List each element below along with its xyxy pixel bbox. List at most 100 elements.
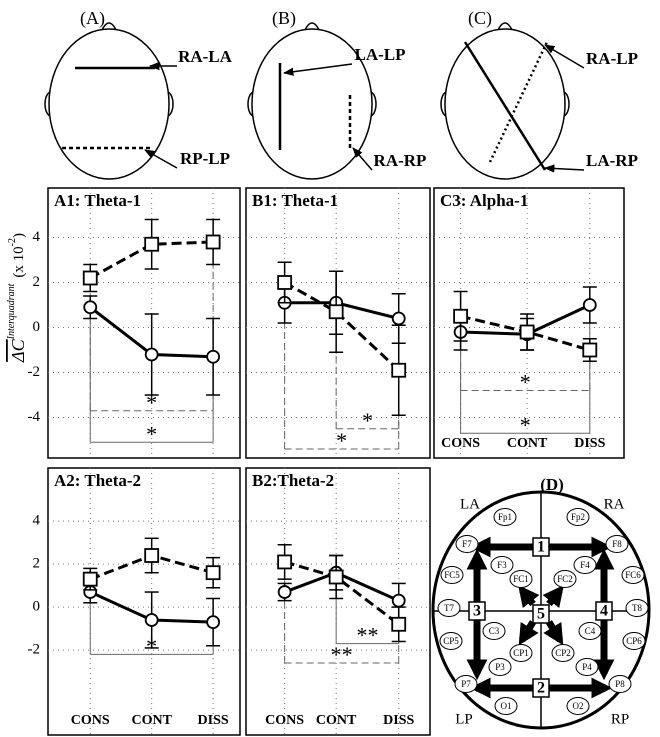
chart-title: C3: Alpha-1 — [440, 191, 528, 210]
quadrant-label: RP — [611, 711, 629, 727]
panel-label: (C) — [468, 8, 492, 29]
significance-label: * — [362, 408, 373, 433]
y-tick-label: 2 — [33, 274, 41, 290]
y-tick-label: 0 — [33, 319, 41, 335]
marker — [145, 549, 158, 562]
y-axis-label: ΔCInterquadrant(x 10-2) — [6, 233, 28, 363]
marker — [330, 570, 343, 583]
x-tick-label: DISS — [198, 713, 229, 728]
marker — [330, 305, 343, 318]
marker — [145, 238, 158, 251]
marker — [278, 276, 291, 289]
panel-label: (A) — [80, 8, 105, 29]
marker — [392, 364, 405, 377]
head-diagrams — [45, 23, 569, 179]
x-tick-label: DISS — [383, 713, 414, 728]
chart-title: A2: Theta-2 — [54, 471, 141, 490]
pair-label: LA-LP — [355, 45, 406, 64]
panel-label: (B) — [272, 8, 296, 29]
panel-label: (D) — [540, 475, 564, 494]
electrode-label: FC6 — [625, 570, 641, 580]
electrode-label: F8 — [612, 539, 622, 549]
significance-label: * — [336, 428, 347, 453]
electrode-label: F4 — [580, 560, 590, 570]
pointer-arrow — [353, 148, 372, 170]
electrode-label: P3 — [495, 662, 505, 672]
y-axis-label-part: ) — [11, 233, 27, 238]
marker — [521, 326, 534, 339]
electrode-label: O1 — [501, 701, 512, 711]
significance-label: ** — [356, 623, 378, 648]
marker — [84, 301, 96, 313]
marker — [279, 586, 291, 598]
pair-label: RP-LP — [180, 149, 230, 168]
quadrant-label: LA — [460, 496, 480, 512]
marker — [583, 344, 596, 357]
electrode-label: T7 — [444, 603, 454, 613]
y-tick-label: 0 — [33, 599, 41, 615]
quadrant-label: RA — [604, 496, 625, 512]
electrode-label: CP6 — [626, 636, 642, 646]
y-axis-label-part: Interquadrant — [6, 283, 17, 340]
marker — [584, 299, 596, 311]
marker — [393, 595, 405, 607]
electrode-label: P4 — [582, 662, 592, 672]
x-tick-label: CONT — [507, 436, 548, 451]
x-tick-label: CONT — [131, 713, 172, 728]
pair-label: RA-RP — [374, 151, 427, 170]
electrode-label: C3 — [489, 626, 500, 636]
connection-number: 1 — [537, 539, 545, 556]
connection-number: 3 — [473, 603, 481, 620]
marker — [207, 616, 219, 628]
chart-title: B1: Theta-1 — [252, 191, 338, 210]
x-tick-label: CONS — [71, 713, 110, 728]
figure: (D) Fp1Fp2F7F3FC1FC2F4F8FC5FC6T7T8C3C4CP… — [0, 0, 660, 737]
marker — [207, 236, 220, 249]
x-tick-label: CONT — [316, 713, 357, 728]
electrode-label: Fp1 — [498, 512, 512, 522]
electrode-label: FC1 — [513, 574, 529, 584]
pointer-arrow — [545, 168, 584, 170]
marker — [84, 573, 97, 586]
electrode-label: C4 — [585, 626, 596, 636]
panel-frame — [48, 468, 240, 735]
y-tick-label: -2 — [28, 364, 41, 380]
electrode-label: F3 — [497, 560, 507, 570]
head-outline — [49, 29, 169, 179]
marker — [392, 618, 405, 631]
electrode-label: Fp2 — [571, 512, 585, 522]
marker — [146, 349, 158, 361]
x-tick-label: CONS — [441, 436, 480, 451]
y-tick-label: 2 — [33, 556, 41, 572]
electrode-label: P8 — [615, 679, 625, 689]
x-tick-label: DISS — [574, 436, 605, 451]
y-axis-label-part: ΔC — [8, 338, 28, 363]
connection-number: 5 — [537, 606, 545, 623]
electrode-label: P7 — [461, 679, 471, 689]
pair-label: RA-LP — [586, 49, 638, 68]
marker — [84, 272, 97, 285]
significance-label: ** — [331, 642, 353, 667]
marker — [454, 310, 467, 323]
chart-title: A1: Theta-1 — [54, 191, 141, 210]
marker — [207, 566, 220, 579]
x-tick-label: CONS — [265, 713, 304, 728]
marker — [207, 351, 219, 363]
pair-label: LA-RP — [586, 151, 638, 170]
marker — [146, 614, 158, 626]
y-tick-label: 4 — [33, 513, 41, 529]
significance-label: * — [520, 370, 531, 395]
electrode-label: FC2 — [557, 574, 573, 584]
electrode-label: O2 — [573, 701, 584, 711]
marker — [393, 313, 405, 325]
y-tick-label: -4 — [28, 409, 41, 425]
y-tick-label: 4 — [33, 229, 41, 245]
electrode-label: F7 — [462, 539, 472, 549]
y-axis-label-part: -2 — [7, 238, 18, 246]
pair-label: RA-LA — [178, 47, 233, 66]
electrode-label: CP5 — [443, 636, 459, 646]
significance-label: * — [520, 412, 531, 437]
significance-label: * — [146, 421, 157, 446]
electrode-label: FC5 — [444, 570, 460, 580]
connection-number: 2 — [537, 680, 545, 697]
